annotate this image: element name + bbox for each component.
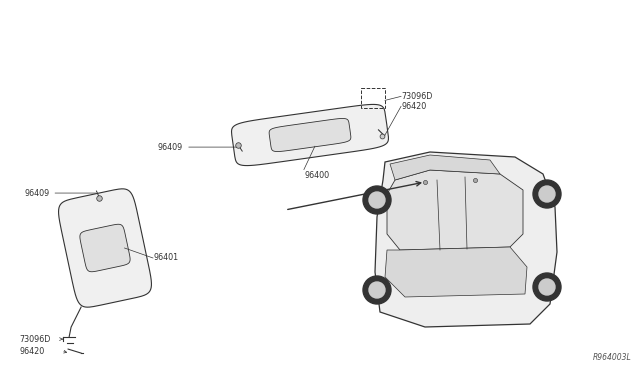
Circle shape: [539, 279, 555, 295]
Text: 96420: 96420: [401, 102, 426, 111]
Text: 73096D: 73096D: [19, 334, 51, 344]
Polygon shape: [269, 118, 351, 151]
Polygon shape: [387, 170, 523, 250]
Polygon shape: [232, 105, 388, 166]
Circle shape: [539, 186, 555, 202]
Polygon shape: [390, 155, 500, 180]
Polygon shape: [375, 152, 557, 327]
Text: 96409: 96409: [158, 142, 237, 152]
Text: 73096D: 73096D: [401, 92, 433, 101]
Circle shape: [369, 192, 385, 208]
Polygon shape: [58, 189, 152, 307]
Text: R964003L: R964003L: [593, 353, 632, 362]
Circle shape: [533, 180, 561, 208]
Text: 96409: 96409: [24, 189, 96, 198]
Circle shape: [363, 186, 391, 214]
Text: 96420: 96420: [19, 347, 44, 356]
Circle shape: [363, 276, 391, 304]
Circle shape: [533, 273, 561, 301]
Circle shape: [369, 282, 385, 298]
Polygon shape: [385, 247, 527, 297]
Text: 96400: 96400: [305, 170, 330, 180]
Bar: [361, 89, 385, 108]
Text: 96401: 96401: [154, 253, 179, 263]
Polygon shape: [80, 224, 130, 272]
